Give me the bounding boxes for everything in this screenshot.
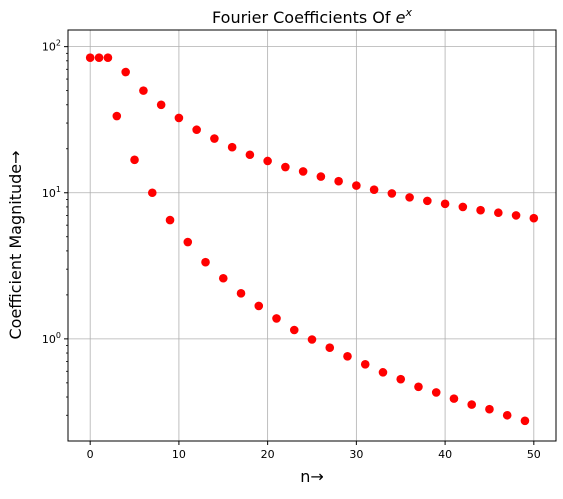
y-tick-label: 101 <box>42 185 61 200</box>
data-point <box>396 374 406 384</box>
data-point <box>511 211 521 220</box>
data-point <box>307 335 317 344</box>
data-point <box>210 134 219 143</box>
data-point <box>325 343 335 353</box>
data-point <box>458 202 468 212</box>
data-point <box>121 67 130 77</box>
y-tick-label: 102 <box>42 39 61 54</box>
plot-frame <box>67 29 557 442</box>
data-point <box>130 155 139 165</box>
x-tick-label: 50 <box>527 448 541 461</box>
data-point <box>449 394 459 403</box>
data-point <box>440 199 450 209</box>
data-point <box>147 188 157 198</box>
data-point <box>502 410 512 420</box>
data-point <box>467 400 477 409</box>
data-point <box>112 111 122 121</box>
data-point <box>369 185 379 194</box>
data-point <box>378 368 388 377</box>
data-point <box>156 100 166 110</box>
x-axis-ticks: 0 10 20 30 40 50 <box>87 441 541 461</box>
data-point <box>94 53 104 63</box>
data-point <box>387 189 397 198</box>
data-point <box>360 359 370 369</box>
data-point <box>201 257 210 267</box>
x-tick-label: 20 <box>261 448 275 461</box>
x-tick-label: 0 <box>87 448 94 461</box>
data-point <box>405 193 414 202</box>
data-point <box>431 388 441 397</box>
data-point <box>165 215 175 225</box>
data-point <box>352 181 361 190</box>
y-tick-label: 100 <box>42 331 61 346</box>
data-point <box>183 237 193 247</box>
data-point <box>236 289 246 298</box>
data-point <box>272 314 281 323</box>
data-point <box>343 351 352 361</box>
data-point <box>103 53 113 63</box>
x-tick-label: 40 <box>438 448 452 461</box>
data-point <box>245 150 255 160</box>
x-tick-label: 30 <box>349 448 363 461</box>
data-point <box>485 404 494 414</box>
data-point <box>520 416 530 426</box>
data-point <box>289 325 299 335</box>
chart-title: Fourier Coefficients Of ex <box>212 6 412 27</box>
data-point <box>218 273 228 283</box>
x-axis-label: n→ <box>300 467 324 486</box>
data-point <box>316 172 326 181</box>
data-point <box>254 301 264 311</box>
data-points <box>85 53 539 426</box>
data-point <box>414 382 423 392</box>
data-point <box>139 86 148 95</box>
data-point <box>227 142 237 152</box>
data-point <box>334 176 343 186</box>
data-point <box>298 167 308 176</box>
data-point <box>423 196 432 206</box>
data-point <box>192 125 201 135</box>
data-point <box>281 162 290 172</box>
data-point <box>494 208 503 218</box>
data-point <box>529 213 539 223</box>
y-axis-label: Coefficient Magnitude→ <box>6 150 25 339</box>
data-point <box>85 53 95 63</box>
data-point <box>174 113 184 123</box>
y-axis-ticks: 102 101 100 <box>42 39 68 416</box>
data-point <box>476 205 485 215</box>
data-point <box>263 156 272 166</box>
x-tick-label: 10 <box>172 448 186 461</box>
